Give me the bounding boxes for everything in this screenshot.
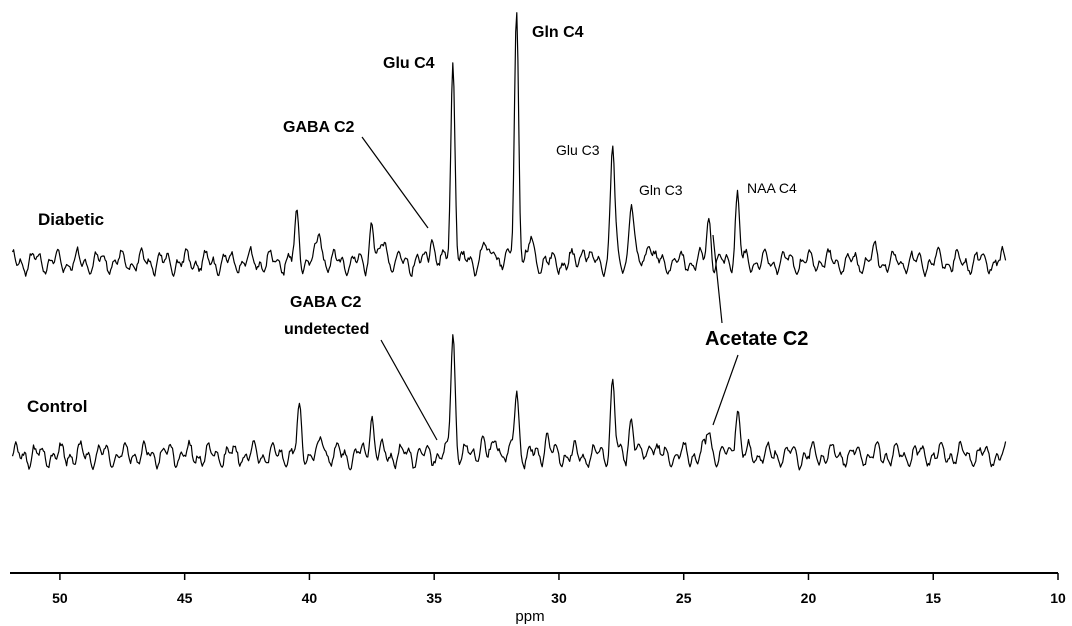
- series-label-diabetic: Diabetic: [38, 210, 104, 229]
- annotation-naa-c4: NAA C4: [747, 180, 797, 196]
- x-tick-label-20: 20: [801, 590, 817, 606]
- x-tick-label-10: 10: [1050, 590, 1066, 606]
- annotation-leaders: [361, 136, 739, 441]
- series-label-control: Control: [27, 397, 87, 416]
- spectrum-trace-control: [11, 334, 1007, 471]
- annotation-gaba-c2-control: GABA C2: [290, 294, 362, 311]
- spectrum-trace-diabetic: [11, 12, 1007, 278]
- annotation-gln-c3: Gln C3: [639, 182, 683, 198]
- x-tick-label-35: 35: [426, 590, 442, 606]
- spectrum-traces: [11, 12, 1007, 471]
- annotation-gaba-c2-undetected: undetected: [284, 321, 369, 338]
- leader-gaba-c2-diabetic: [361, 136, 429, 229]
- x-tick-label-40: 40: [302, 590, 318, 606]
- x-axis-ticks: 50 45 40 35 30 25 20 15 10: [52, 573, 1066, 606]
- x-axis-label: ppm: [515, 608, 544, 625]
- leader-acetate-c2-control: [712, 354, 739, 426]
- x-tick-label-30: 30: [551, 590, 567, 606]
- x-tick-label-15: 15: [925, 590, 941, 606]
- annotation-glu-c3: Glu C3: [556, 142, 600, 158]
- x-tick-label-45: 45: [177, 590, 193, 606]
- annotation-gaba-c2-diabetic: GABA C2: [283, 119, 355, 136]
- leader-acetate-c2-diabetic: [712, 234, 723, 324]
- annotation-acetate-c2: Acetate C2: [705, 328, 808, 350]
- annotation-gln-c4: Gln C4: [532, 24, 584, 41]
- x-tick-label-50: 50: [52, 590, 68, 606]
- leader-gaba-c2-control: [380, 339, 438, 441]
- annotation-glu-c4: Glu C4: [383, 55, 435, 72]
- x-tick-label-25: 25: [676, 590, 692, 606]
